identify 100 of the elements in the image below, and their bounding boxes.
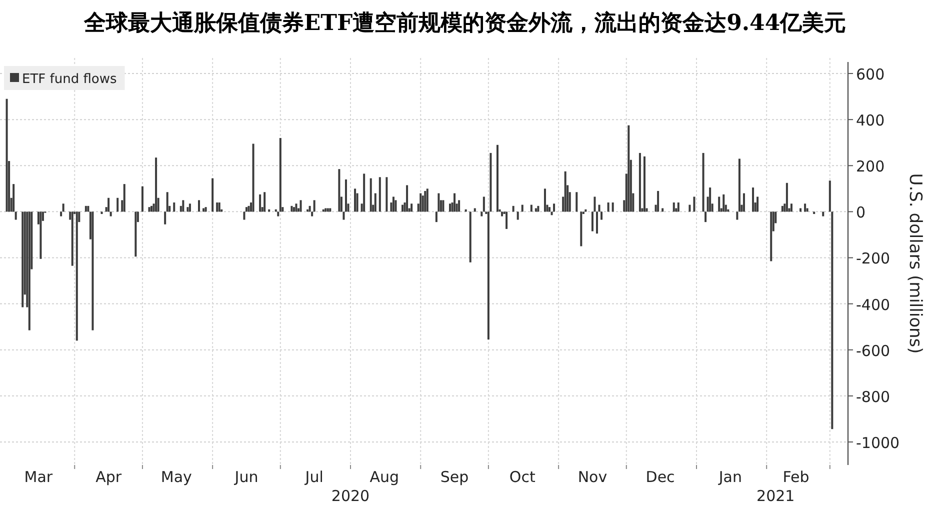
x-tick-label: Jul [304, 468, 324, 486]
bar [786, 182, 788, 212]
bar [212, 178, 214, 212]
bar [62, 204, 64, 212]
bar [218, 202, 220, 212]
bar [662, 208, 664, 212]
bar [22, 212, 24, 308]
bar [804, 204, 806, 212]
bar [469, 212, 472, 262]
bar [482, 196, 485, 212]
bar [182, 200, 184, 212]
x-tick-label: Aug [370, 468, 400, 486]
x-tick-label: Dec [646, 468, 675, 486]
bar [123, 184, 126, 212]
bar [295, 204, 298, 212]
bar [166, 192, 168, 212]
bar [204, 207, 207, 212]
bar [438, 193, 440, 212]
bar [198, 200, 200, 212]
bar [693, 196, 696, 212]
bar [512, 206, 514, 212]
x-tick-label: Nov [578, 468, 608, 486]
bar [420, 193, 422, 212]
bar [338, 169, 340, 212]
y-tick-label: 400 [856, 112, 885, 130]
bar [688, 204, 691, 212]
bar [216, 202, 218, 212]
bar [342, 212, 345, 220]
bar [60, 212, 62, 216]
bar [354, 188, 356, 212]
bar [173, 202, 176, 212]
bar [496, 144, 498, 212]
bar [374, 193, 376, 212]
bar [329, 208, 332, 212]
bar [363, 174, 366, 212]
bar [657, 190, 660, 212]
x-tick-label: May [160, 468, 192, 486]
bar [490, 152, 492, 212]
chart-title: 全球最大通胀保值债券ETF遭空前规模的资金外流，流出的资金达9.44亿美元 [82, 10, 846, 36]
x-tick-label: Apr [96, 468, 122, 486]
bar [394, 200, 397, 212]
bar [831, 212, 834, 430]
bar [28, 212, 30, 330]
bar [537, 206, 540, 212]
bar [454, 193, 456, 212]
bar [84, 206, 87, 212]
bar [553, 204, 556, 212]
x-tick-label: Feb [782, 468, 810, 486]
y-axis-title: U.S. dollars (millions) [905, 173, 925, 354]
bar [202, 208, 205, 212]
bar [544, 188, 546, 212]
legend-label: ETF fund flows [22, 72, 117, 87]
bar [290, 206, 293, 212]
bar [756, 196, 759, 212]
x2-tick-label: 2021 [756, 487, 795, 505]
bar [521, 204, 524, 212]
bar [638, 152, 641, 212]
bar [150, 206, 153, 212]
bar [770, 212, 772, 262]
bar [188, 204, 191, 212]
bar [426, 188, 428, 212]
bar [134, 212, 137, 257]
bar [600, 212, 603, 220]
bar [677, 202, 680, 212]
bar [790, 204, 792, 212]
bar [487, 212, 490, 340]
bar [148, 207, 150, 212]
y-tick-label: 600 [856, 66, 885, 84]
bar [550, 212, 553, 216]
bar [607, 202, 610, 212]
bar [378, 177, 381, 212]
bar [752, 188, 754, 212]
y-tick-label: -800 [856, 388, 890, 406]
bar [116, 198, 119, 212]
y-tick-label: -400 [856, 296, 890, 314]
bar [392, 196, 394, 212]
bar [164, 212, 166, 224]
bar [449, 204, 452, 212]
bar [87, 206, 90, 212]
bar [480, 212, 483, 216]
bar [402, 204, 404, 212]
bar [108, 198, 110, 212]
bar [76, 212, 78, 341]
bar [564, 171, 566, 212]
y-tick-label: 0 [856, 204, 866, 222]
y-tick-label: -1000 [856, 434, 900, 452]
bar [628, 125, 630, 212]
bar [370, 178, 372, 212]
bar [424, 190, 426, 212]
bar [406, 185, 408, 212]
y-tick-label: -200 [856, 250, 890, 268]
bar [155, 158, 158, 212]
bar [709, 188, 712, 212]
bar [474, 208, 476, 212]
bar [308, 206, 311, 212]
bar [594, 196, 596, 212]
bar [718, 196, 720, 212]
bar [580, 212, 582, 246]
bar [292, 207, 295, 212]
bar [324, 208, 327, 212]
